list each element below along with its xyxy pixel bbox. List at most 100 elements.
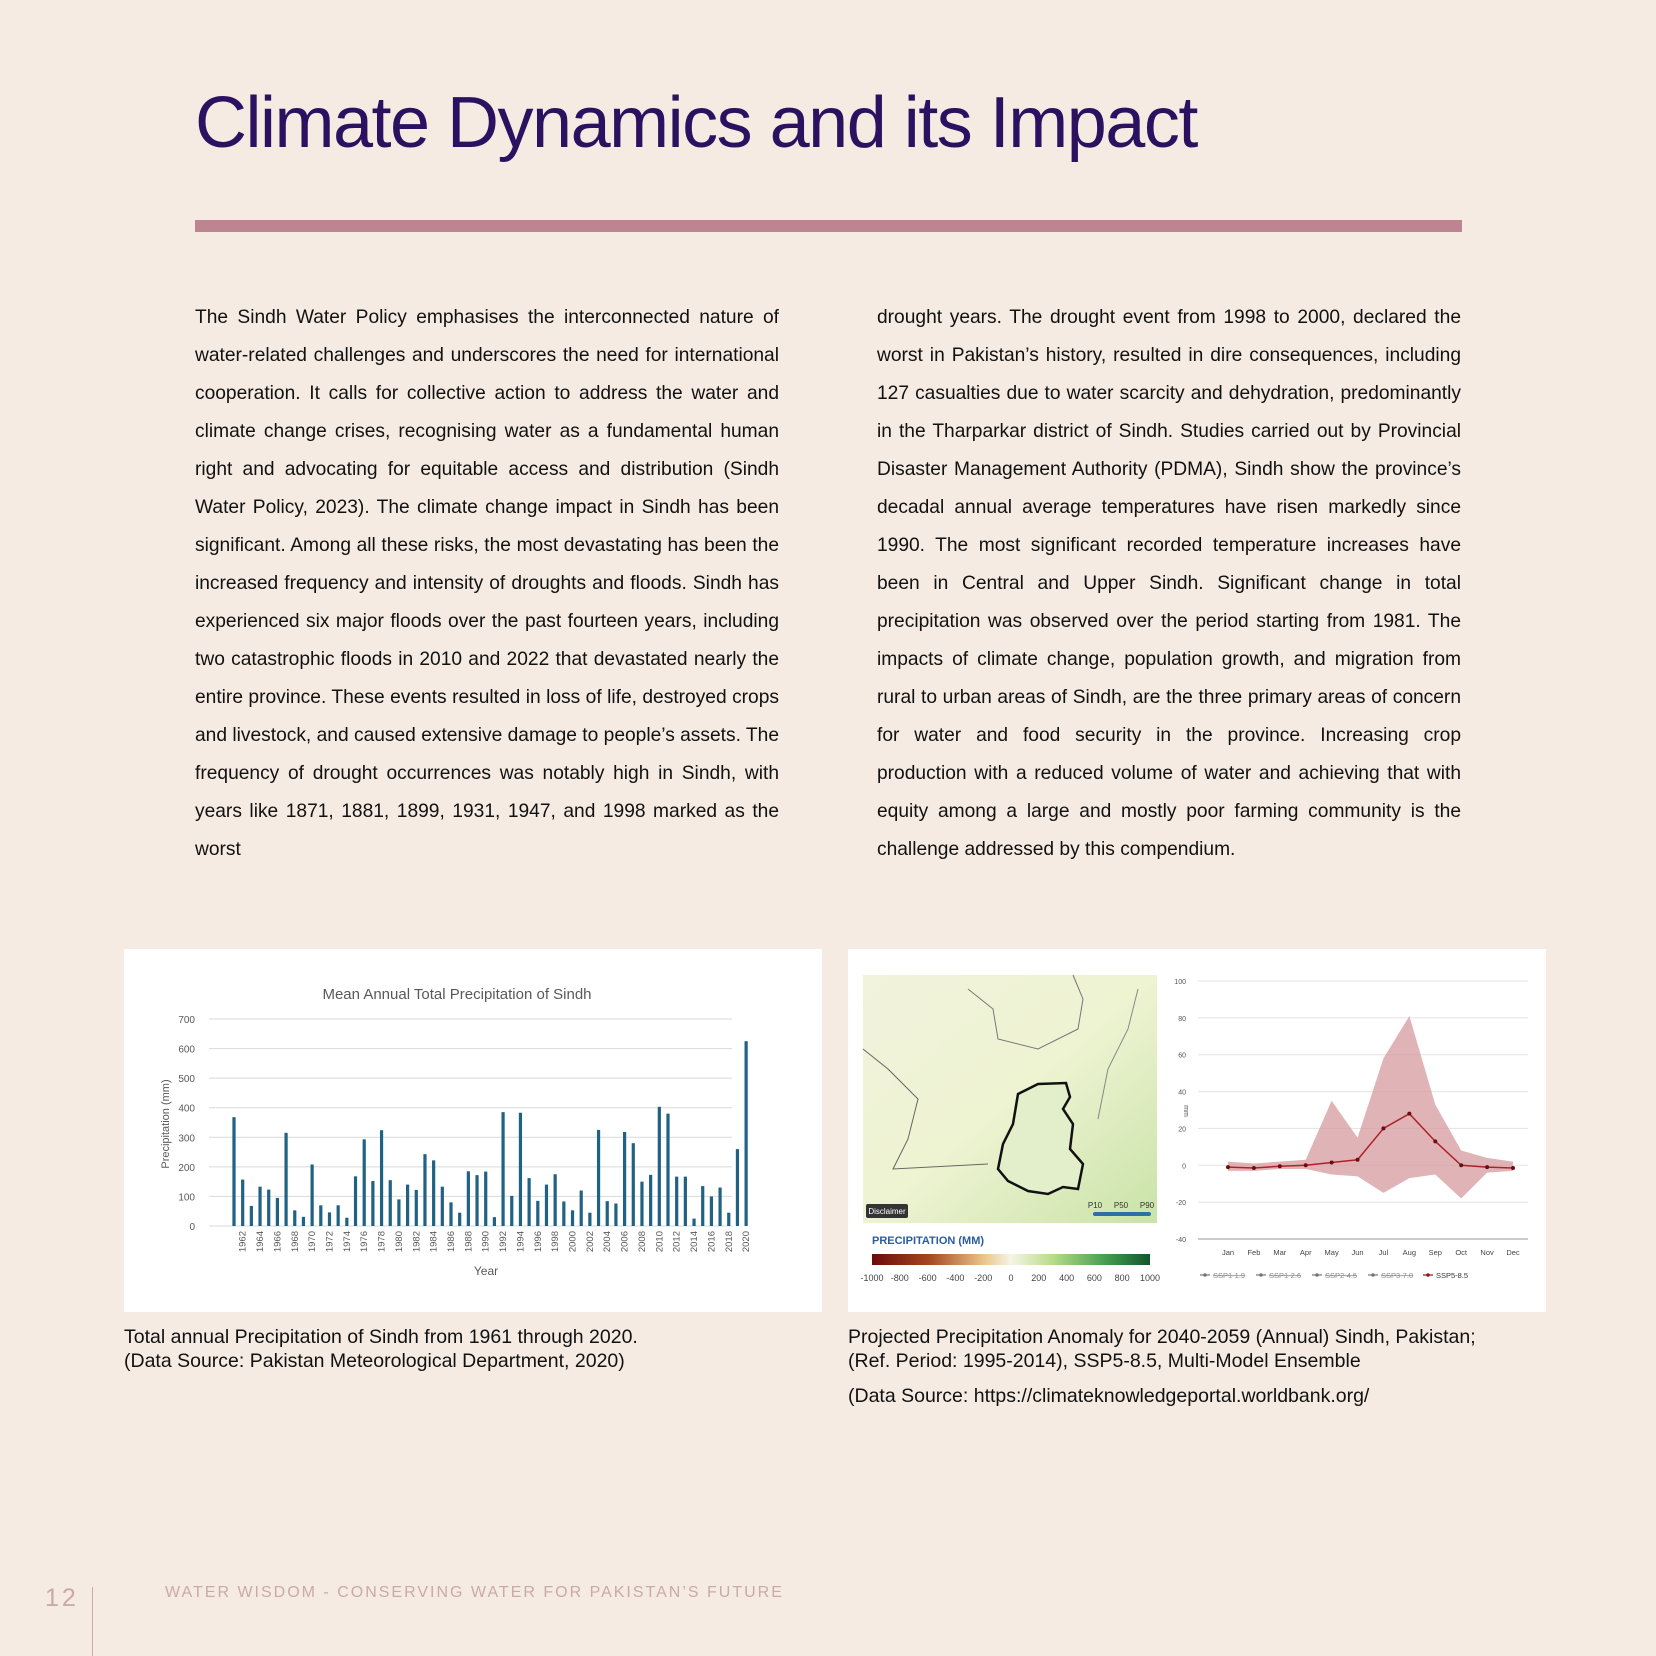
left-figure-source: (Data Source: Pakistan Meteorological De…	[124, 1350, 625, 1372]
anomaly-x-tick-label: Jan	[1222, 1248, 1234, 1257]
precipitation-bar	[353, 1176, 358, 1226]
precipitation-bar	[718, 1187, 722, 1226]
precipitation-bar	[596, 1129, 601, 1226]
bar-y-tick-label: 700	[178, 1015, 195, 1026]
precipitation-bar	[657, 1106, 661, 1226]
precipitation-bar	[267, 1189, 271, 1226]
bar-y-tick-label: 600	[178, 1045, 195, 1056]
precipitation-scale-ticks: -1000 -800 -600 -400 -200 0 200 400 600 800 1000	[860, 1273, 1160, 1283]
scale-tick-label: 0	[1008, 1273, 1013, 1283]
anomaly-x-tick-label: Dec	[1506, 1248, 1520, 1257]
precipitation-bar	[319, 1205, 323, 1226]
scale-tick-label: -200	[974, 1273, 992, 1283]
precipitation-bar	[605, 1201, 609, 1226]
legend-item-ssp5-8-5[interactable]: SSP5-8.5	[1423, 1271, 1468, 1280]
precipitation-bar	[423, 1154, 427, 1226]
precipitation-bar	[623, 1131, 627, 1226]
precipitation-bar	[709, 1196, 713, 1226]
right-figure-source: (Data Source: https://climateknowledgepo…	[848, 1385, 1370, 1407]
bar-x-tick-label: 2006	[620, 1231, 631, 1252]
bar-chart-y-ticks: 0 100 200 300 400 500 600 700	[178, 1015, 195, 1233]
precipitation-bar	[683, 1176, 687, 1226]
anomaly-y-tick-label: 100	[1174, 979, 1186, 986]
anomaly-x-tick-label: Nov	[1480, 1248, 1494, 1257]
ssp585-point	[1459, 1163, 1464, 1168]
anomaly-chart-y-axis-label: mm	[1182, 1105, 1189, 1117]
precipitation-bar	[727, 1212, 731, 1226]
precipitation-bar	[458, 1212, 462, 1226]
bar-x-tick-label: 1976	[359, 1231, 370, 1252]
bar-x-tick-label: 2010	[654, 1231, 665, 1252]
precipitation-bar	[544, 1184, 549, 1226]
anomaly-x-tick-label: Sep	[1429, 1248, 1442, 1257]
percentile-slider[interactable]	[1093, 1212, 1151, 1216]
ssp585-point	[1329, 1160, 1334, 1165]
precipitation-bar	[275, 1197, 279, 1226]
bar-chart-gridlines	[209, 1018, 732, 1227]
anomaly-chart-p10-p90-band	[1228, 1016, 1513, 1199]
map-p50-label: P50	[1114, 1201, 1129, 1210]
bar-y-tick-label: 0	[189, 1222, 195, 1233]
scale-tick-label: -800	[891, 1273, 909, 1283]
ssp585-point	[1226, 1165, 1230, 1170]
bar-x-tick-label: 2002	[585, 1231, 596, 1252]
precipitation-bar	[675, 1176, 679, 1226]
scale-tick-label: -1000	[860, 1273, 883, 1283]
bar-x-tick-label: 1986	[446, 1231, 457, 1252]
bar-chart-y-axis-label: Precipitation (mm)	[160, 1079, 172, 1168]
precipitation-bar	[249, 1205, 253, 1226]
legend-item-ssp2-4-5[interactable]: SSP2-4.5	[1312, 1271, 1357, 1280]
ssp585-line	[1227, 1112, 1514, 1169]
precipitation-bar	[310, 1164, 314, 1226]
precipitation-bar	[336, 1205, 340, 1226]
precipitation-bar	[527, 1178, 531, 1226]
precipitation-bar	[562, 1201, 566, 1226]
precipitation-bar	[692, 1218, 696, 1226]
precipitation-anomaly-panel: Disclaimer P10 P50 P90 PRECIPITATION (MM…	[860, 974, 1528, 1283]
precipitation-bar	[371, 1181, 375, 1226]
bar-x-tick-label: 1994	[515, 1231, 526, 1252]
legend-item-ssp1-1-9[interactable]: SSP1-1.9	[1200, 1271, 1245, 1280]
map-legend-title: PRECIPITATION (MM)	[872, 1235, 984, 1247]
bar-x-tick-label: 2004	[602, 1231, 613, 1252]
precipitation-bar	[579, 1190, 583, 1226]
legend-label: SSP1-1.9	[1213, 1271, 1245, 1280]
bar-chart-x-axis-label: Year	[474, 1264, 498, 1278]
map-disclaimer-badge[interactable]: Disclaimer	[868, 1207, 906, 1216]
anomaly-y-tick-label: 20	[1178, 1126, 1186, 1133]
anomaly-x-tick-label: Oct	[1455, 1248, 1468, 1257]
ssp585-point	[1303, 1163, 1308, 1168]
anomaly-x-tick-label: Jul	[1379, 1248, 1389, 1257]
precipitation-bar	[397, 1199, 401, 1226]
anomaly-y-tick-label: 80	[1178, 1016, 1186, 1023]
bar-x-tick-label: 1990	[481, 1231, 492, 1252]
bar-y-tick-label: 400	[178, 1104, 195, 1115]
legend-label: SSP5-8.5	[1436, 1271, 1468, 1280]
bar-x-tick-label: 1984	[429, 1231, 440, 1252]
precipitation-bar	[432, 1160, 436, 1226]
bar-x-tick-label: 1980	[394, 1231, 405, 1252]
anomaly-chart-median-line	[1226, 1111, 1515, 1171]
left-figure-caption: Total annual Precipitation of Sindh from…	[124, 1326, 638, 1348]
anomaly-chart-legend: SSP1-1.9 SSP1-2.6 SSP2-4.5 SSP3-7.0 SSP5-8.5	[1200, 1271, 1468, 1280]
anomaly-y-tick-label: -40	[1176, 1237, 1186, 1244]
legend-item-ssp1-2-6[interactable]: SSP1-2.6	[1256, 1271, 1301, 1280]
bar-x-tick-label: 2012	[672, 1231, 683, 1252]
precipitation-bar	[232, 1117, 236, 1226]
legend-item-ssp3-7-0[interactable]: SSP3-7.0	[1368, 1271, 1413, 1280]
ssp585-point	[1511, 1166, 1515, 1171]
bar-y-tick-label: 100	[178, 1192, 195, 1203]
right-figure-caption-ref: (Ref. Period: 1995-2014), SSP5-8.5, Mult…	[848, 1350, 1361, 1372]
anomaly-y-tick-label: 60	[1178, 1053, 1186, 1060]
precipitation-bar	[284, 1132, 288, 1226]
anomaly-x-tick-label: Apr	[1300, 1248, 1312, 1257]
precipitation-bar	[518, 1112, 523, 1226]
bar-chart-title: Mean Annual Total Precipitation of Sindh	[322, 986, 591, 1003]
scale-tick-label: 800	[1115, 1273, 1130, 1283]
precipitation-bar	[484, 1171, 488, 1226]
bar-y-tick-label: 200	[178, 1163, 195, 1174]
right-figure-caption: Projected Precipitation Anomaly for 2040…	[848, 1326, 1476, 1348]
precipitation-bar	[631, 1143, 635, 1226]
scale-tick-label: 200	[1031, 1273, 1046, 1283]
bar-x-tick-label: 1998	[550, 1231, 561, 1252]
